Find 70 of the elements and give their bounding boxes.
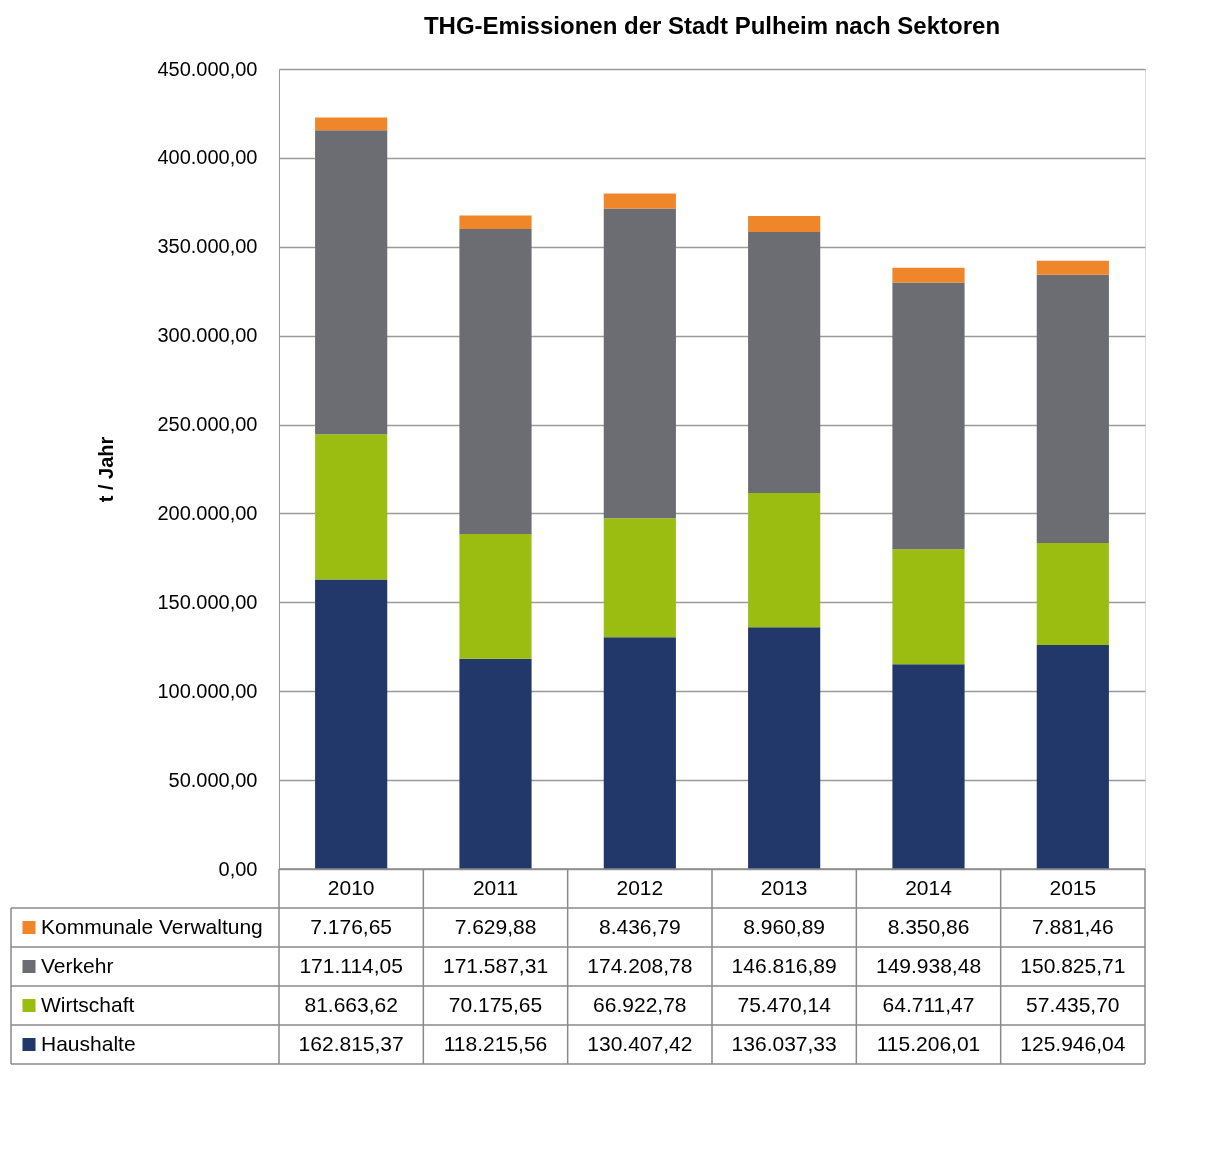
bar xyxy=(459,534,532,659)
x-tick-label: 2014 xyxy=(905,875,953,899)
data-label: 64.711,47 xyxy=(882,992,975,1016)
bar xyxy=(459,215,532,230)
data-label: 66.922,78 xyxy=(593,992,687,1016)
y-tick-label: 300.000,00 xyxy=(157,324,258,347)
bar xyxy=(892,664,965,869)
data-label: 171.587,31 xyxy=(442,953,549,977)
y-tick-label: 250.000,00 xyxy=(157,413,258,436)
bar xyxy=(603,637,676,869)
data-label: 118.215,56 xyxy=(443,1031,548,1055)
bar xyxy=(603,518,676,638)
y-axis-title: t / Jahr xyxy=(95,436,118,503)
legend-label: Wirtschaft xyxy=(41,992,135,1016)
legend-label: Kommunale Verwaltung xyxy=(41,914,263,938)
data-label: 136.037,33 xyxy=(731,1031,837,1055)
data-label: 162.815,37 xyxy=(298,1031,404,1055)
bar xyxy=(748,492,821,628)
y-tick-label: 150.000,00 xyxy=(157,590,258,613)
bar xyxy=(459,658,532,869)
data-label: 8.436,79 xyxy=(598,914,681,938)
bar xyxy=(315,434,388,580)
data-label: 81.663,62 xyxy=(304,992,398,1016)
chart-title: THG-Emissionen der Stadt Pulheim nach Sektoren xyxy=(423,12,1001,39)
data-label: 150.825,71 xyxy=(1020,953,1126,977)
bar xyxy=(315,579,388,869)
x-tick-label: 2010 xyxy=(327,875,375,899)
y-tick-label: 100.000,00 xyxy=(157,679,258,702)
bar xyxy=(892,267,965,283)
data-label: 7.881,46 xyxy=(1031,914,1114,938)
y-tick-label: 350.000,00 xyxy=(157,235,258,258)
bar xyxy=(1036,542,1109,646)
bar xyxy=(748,216,821,232)
data-label: 130.407,42 xyxy=(587,1031,693,1055)
data-label: 7.629,88 xyxy=(454,914,537,938)
data-label: 75.470,14 xyxy=(737,992,832,1016)
data-label: 125.946,04 xyxy=(1020,1031,1126,1055)
data-label: 70.175,65 xyxy=(448,992,543,1016)
bar xyxy=(748,231,821,493)
data-label: 8.960,89 xyxy=(743,914,826,938)
bar xyxy=(748,627,821,869)
y-tick-label: 200.000,00 xyxy=(157,501,258,524)
data-label: 7.176,65 xyxy=(310,914,393,938)
bar xyxy=(315,130,388,435)
bar xyxy=(603,193,676,209)
data-label: 171.114,05 xyxy=(299,953,403,977)
y-tick-label: 450.000,00 xyxy=(157,57,258,80)
bar xyxy=(892,282,965,550)
y-tick-label: 400.000,00 xyxy=(157,146,258,169)
data-label: 57.435,70 xyxy=(1026,992,1120,1016)
bar xyxy=(1036,645,1109,869)
bar xyxy=(1036,260,1109,275)
x-tick-label: 2015 xyxy=(1049,875,1097,899)
legend-label: Haushalte xyxy=(41,1031,136,1055)
x-tick-label: 2013 xyxy=(760,875,808,899)
bar xyxy=(459,229,532,535)
data-label: 174.208,78 xyxy=(587,953,693,977)
bar xyxy=(315,117,388,131)
data-label: 146.816,89 xyxy=(731,953,837,977)
legend-label: Verkehr xyxy=(41,953,114,977)
data-label: 8.350,86 xyxy=(887,914,970,938)
bar xyxy=(603,208,676,519)
data-label: 115.206,01 xyxy=(876,1031,981,1055)
bar xyxy=(1036,274,1109,543)
x-tick-label: 2011 xyxy=(472,875,519,899)
bar xyxy=(892,549,965,665)
y-tick-label: 0,00 xyxy=(218,857,258,880)
x-tick-label: 2012 xyxy=(616,875,664,899)
y-tick-label: 50.000,00 xyxy=(168,768,258,791)
data-label: 149.938,48 xyxy=(875,953,982,977)
